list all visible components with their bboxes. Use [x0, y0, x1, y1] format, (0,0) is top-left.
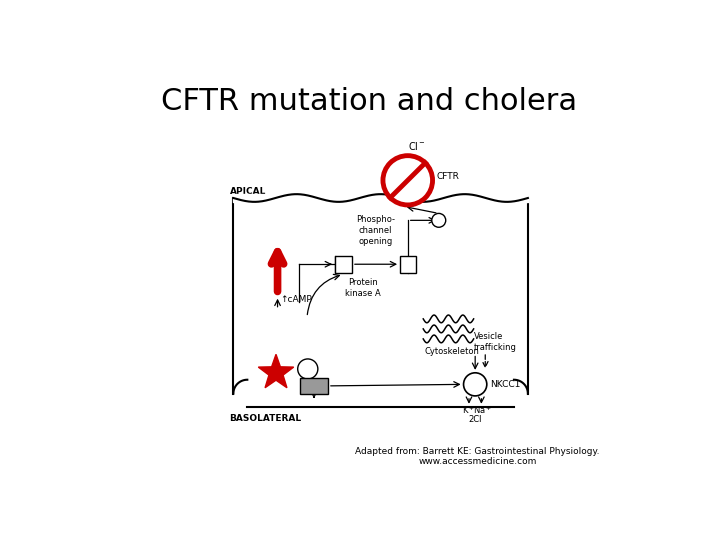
- Circle shape: [383, 156, 433, 205]
- Circle shape: [432, 213, 446, 227]
- Text: R: R: [341, 256, 346, 265]
- Text: Cytoskeleton: Cytoskeleton: [425, 347, 480, 356]
- Circle shape: [297, 359, 318, 379]
- Text: BASOLATERAL: BASOLATERAL: [230, 414, 302, 423]
- Text: APICAL: APICAL: [230, 187, 266, 197]
- Text: 2Cl: 2Cl: [469, 415, 482, 423]
- Text: A.C.: A.C.: [305, 381, 323, 390]
- Text: ↑cAMP: ↑cAMP: [281, 295, 312, 304]
- Text: Phospho-
channel
opening: Phospho- channel opening: [356, 215, 395, 246]
- Text: Protein
kinase A: Protein kinase A: [345, 278, 381, 298]
- Text: www.accessmedicine.com: www.accessmedicine.com: [418, 457, 536, 466]
- FancyBboxPatch shape: [300, 378, 328, 394]
- Text: Na$^+$: Na$^+$: [474, 404, 492, 416]
- Text: G$_s$: G$_s$: [302, 363, 313, 376]
- Text: Cl$^-$: Cl$^-$: [408, 140, 426, 152]
- Text: K$^+$: K$^+$: [462, 404, 475, 416]
- Text: Vesicle
trafficking: Vesicle trafficking: [474, 332, 516, 352]
- Text: NKCC1: NKCC1: [490, 380, 521, 389]
- Text: CFTR mutation and cholera: CFTR mutation and cholera: [161, 87, 577, 116]
- Text: C: C: [405, 260, 410, 269]
- FancyBboxPatch shape: [400, 256, 415, 273]
- Text: CFTR: CFTR: [436, 172, 459, 181]
- Polygon shape: [258, 354, 294, 388]
- FancyBboxPatch shape: [335, 256, 352, 273]
- Circle shape: [464, 373, 487, 396]
- Text: Adapted from: Barrett KE: Gastrointestinal Physiology.: Adapted from: Barrett KE: Gastrointestin…: [355, 447, 600, 456]
- Text: P: P: [436, 216, 441, 225]
- Text: C: C: [341, 263, 346, 272]
